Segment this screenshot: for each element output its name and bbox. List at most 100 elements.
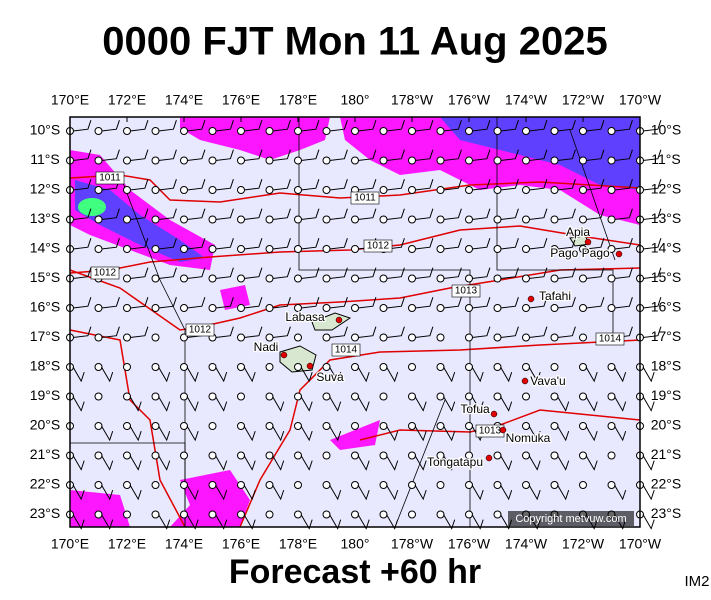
station	[237, 510, 245, 519]
isobar-label: 1011	[99, 173, 121, 184]
station	[294, 392, 302, 401]
barb	[129, 396, 142, 412]
barb	[101, 366, 114, 383]
lat-label-right: 19°S	[651, 387, 682, 403]
barb	[215, 267, 234, 279]
station	[294, 156, 302, 165]
station	[550, 127, 559, 135]
station	[351, 245, 359, 253]
barb	[272, 238, 291, 250]
station	[550, 422, 559, 430]
barb	[272, 396, 285, 412]
barb	[557, 396, 570, 412]
barb	[72, 179, 92, 191]
station	[522, 245, 530, 253]
barb	[614, 425, 627, 442]
station	[208, 215, 217, 224]
heavy-precipitation	[75, 117, 640, 262]
isobar-label: 1012	[367, 241, 390, 252]
barb	[528, 149, 548, 161]
station	[94, 245, 103, 253]
barb	[329, 238, 348, 250]
station	[550, 304, 559, 312]
lon-label-bottom: 174°E	[165, 536, 203, 552]
station	[208, 451, 217, 460]
station	[123, 304, 131, 312]
barb	[614, 267, 633, 279]
barb	[215, 208, 234, 220]
station	[550, 333, 559, 342]
station	[465, 245, 473, 253]
barb	[101, 238, 120, 250]
barb	[443, 238, 462, 250]
lon-label-top: 172°E	[108, 92, 146, 108]
station	[550, 274, 559, 283]
station	[265, 304, 274, 312]
calm-wind	[436, 333, 445, 342]
isobars	[69, 174, 641, 528]
station	[180, 215, 188, 224]
station	[94, 333, 103, 342]
station	[408, 127, 416, 135]
barb	[528, 120, 548, 132]
barb	[642, 267, 662, 279]
barb	[72, 208, 92, 220]
place-dot	[280, 351, 288, 359]
station	[151, 215, 160, 224]
station	[180, 304, 188, 312]
station	[180, 186, 188, 194]
barb	[500, 208, 519, 220]
barb	[357, 484, 370, 501]
barb	[528, 484, 541, 501]
barb	[443, 208, 462, 220]
barb	[528, 179, 548, 191]
station	[265, 215, 274, 224]
station	[522, 451, 530, 460]
station	[151, 363, 160, 371]
barb	[215, 149, 234, 161]
barb	[414, 267, 434, 279]
station	[579, 422, 587, 430]
station	[208, 510, 217, 519]
isobar-label: 1012	[189, 325, 212, 336]
calm-wind	[294, 481, 302, 489]
barb	[272, 179, 291, 191]
barb	[101, 208, 120, 220]
barb	[357, 179, 377, 191]
barb	[557, 238, 576, 250]
lon-label-bottom: 172°E	[108, 536, 146, 552]
station	[579, 451, 587, 460]
station	[123, 274, 131, 283]
barb	[186, 238, 206, 250]
station	[408, 451, 416, 460]
barb	[557, 179, 576, 191]
calm-wind	[379, 392, 388, 401]
barb	[642, 149, 662, 161]
station	[550, 156, 559, 165]
station	[607, 274, 616, 283]
station	[493, 215, 502, 224]
barb	[243, 425, 256, 442]
barb	[386, 455, 399, 471]
barb	[129, 120, 149, 132]
station	[579, 274, 587, 283]
barb	[272, 149, 291, 161]
barb	[614, 179, 633, 191]
barb	[215, 120, 234, 132]
barb	[158, 120, 177, 132]
station	[94, 481, 103, 489]
barb	[300, 455, 313, 471]
barb	[471, 297, 491, 309]
station	[379, 186, 388, 194]
station	[436, 245, 445, 253]
isobar-label: 1013	[455, 286, 478, 297]
barb	[272, 455, 285, 471]
barb	[500, 267, 519, 279]
barb	[101, 484, 114, 501]
station	[208, 274, 217, 283]
station	[379, 127, 388, 135]
barb	[528, 455, 541, 471]
station	[237, 481, 245, 489]
barb	[186, 514, 199, 530]
station	[294, 274, 302, 283]
